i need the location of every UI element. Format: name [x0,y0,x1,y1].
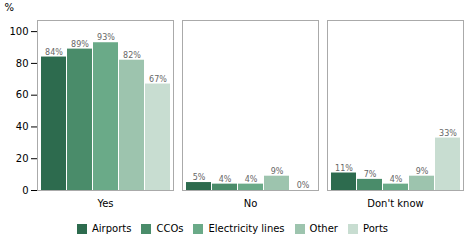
html-text:Electricity lines: Electricity lines [208,223,285,234]
html-text:CCOs: CCOs [156,223,184,234]
svg-text:Don't know: Don't know [367,198,423,209]
svg-text:60: 60 [16,89,29,100]
svg-text:Yes: Yes [96,198,113,209]
svg-text:4%: 4% [245,175,258,184]
svg-text:0%: 0% [297,181,310,190]
html-text:Airports: Airports [92,223,132,234]
svg-text:67%: 67% [149,75,167,84]
svg-text:20: 20 [16,153,29,164]
svg-text:40: 40 [16,121,29,132]
svg-text:84%: 84% [45,48,63,57]
html-text:Ports: Ports [363,223,388,234]
svg-text:7%: 7% [364,170,377,179]
svg-text:11%: 11% [335,164,353,173]
svg-text:No: No [244,198,258,209]
svg-text:82%: 82% [123,51,141,60]
svg-text:100: 100 [9,26,28,37]
svg-text:9%: 9% [271,167,284,176]
svg-text:89%: 89% [71,40,89,49]
svg-text:93%: 93% [97,33,115,42]
svg-text:33%: 33% [439,129,457,138]
svg-text:4%: 4% [219,175,232,184]
svg-text:0: 0 [22,185,28,196]
svg-text:80: 80 [16,58,29,69]
svg-text:5%: 5% [193,173,206,182]
svg-text:4%: 4% [390,175,403,184]
html-text:Other: Other [309,223,338,234]
svg-text:%: % [5,2,15,13]
svg-text:9%: 9% [416,167,429,176]
